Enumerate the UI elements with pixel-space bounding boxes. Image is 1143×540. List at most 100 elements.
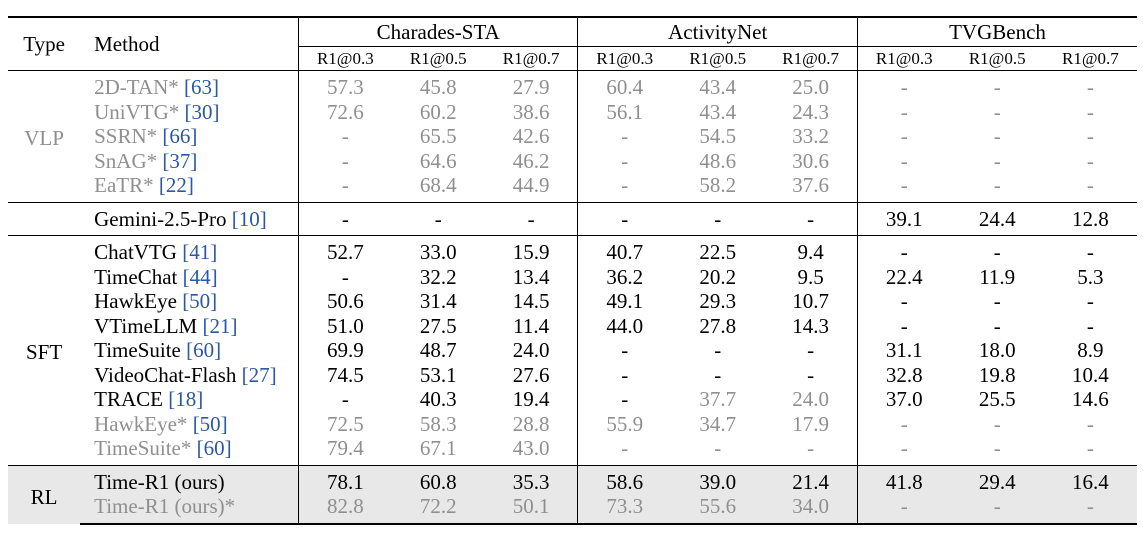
citation-link[interactable]: [22] bbox=[158, 173, 194, 198]
table-row: SSRN* [66] - 65.5 42.6 - 54.5 33.2 - - - bbox=[8, 124, 1137, 149]
section-type-label: SFT bbox=[8, 235, 81, 465]
value-cell: 58.6 bbox=[577, 464, 672, 494]
value-cell: 8.9 bbox=[1077, 338, 1104, 363]
value-cell: - bbox=[621, 387, 629, 412]
citation-link[interactable]: [60] bbox=[196, 436, 232, 461]
method-header: Method bbox=[80, 16, 300, 71]
value-cell: 48.7 bbox=[419, 338, 457, 363]
value-cell: 22.5 bbox=[671, 235, 765, 265]
citation-link[interactable]: [60] bbox=[186, 338, 222, 363]
value-cell: - bbox=[1086, 411, 1094, 436]
value-cell: 27.8 bbox=[699, 313, 737, 338]
value-cell: - bbox=[341, 173, 349, 198]
type-header: Type bbox=[8, 16, 81, 71]
citation-link[interactable]: [30] bbox=[184, 99, 220, 124]
table-row: HawkEye* [50] 72.5 58.3 28.8 55.9 34.7 17.9 - - - bbox=[8, 411, 1137, 436]
value-cell: 42.6 bbox=[484, 124, 579, 149]
value-cell: - bbox=[764, 362, 858, 387]
table-row: VLP 2D-TAN* [63] 57.3 45.8 27.9 60.4 43.4 25.0 -… bbox=[8, 70, 1137, 150]
value-cell: 19.4 bbox=[484, 387, 579, 412]
method-name: EaTR* [22] bbox=[80, 173, 300, 202]
citation-link[interactable]: [37] bbox=[162, 148, 198, 173]
value-cell: 28.8 bbox=[484, 411, 579, 436]
citation-link[interactable]: [27] bbox=[241, 362, 277, 387]
value-cell: 60.4 bbox=[606, 75, 644, 100]
value-cell: - bbox=[900, 148, 908, 173]
value-cell: 9.5 bbox=[764, 264, 858, 289]
value-cell: 44.9 bbox=[484, 173, 579, 202]
citation-link[interactable]: [50] bbox=[182, 289, 218, 314]
value-cell: - bbox=[900, 173, 908, 198]
method-label: Time-R1 (ours) bbox=[94, 469, 225, 494]
metric-header: R1@0.5 bbox=[671, 46, 765, 71]
citation-link[interactable]: [50] bbox=[192, 411, 228, 436]
method-label: Gemini-2.5-Pro bbox=[94, 206, 227, 231]
method-label: TimeChat bbox=[94, 264, 178, 289]
value-cell: - bbox=[993, 313, 1001, 338]
section-type-label bbox=[8, 201, 81, 236]
value-cell: 51.0 bbox=[326, 313, 364, 338]
metric-header: R1@0.7 bbox=[764, 46, 858, 71]
value-cell: 38.6 bbox=[484, 99, 579, 124]
metric-header: R1@0.5 bbox=[950, 46, 1044, 71]
value-cell: 50.6 bbox=[326, 289, 364, 314]
metric-header-row: R1@0.3 R1@0.5 R1@0.7 R1@0.3 R1@0.5 R1@0.7 R1@0… bbox=[8, 46, 1137, 71]
value-cell: 33.2 bbox=[764, 124, 858, 149]
citation-link[interactable]: [10] bbox=[231, 206, 267, 231]
citation-link[interactable]: [41] bbox=[182, 240, 218, 265]
value-cell: - bbox=[621, 362, 629, 387]
value-cell: - bbox=[1086, 313, 1094, 338]
value-cell: 78.1 bbox=[298, 464, 392, 494]
value-cell: - bbox=[950, 235, 1044, 265]
metric-header: R1@0.3 bbox=[857, 46, 951, 71]
value-cell: - bbox=[298, 201, 392, 236]
value-cell: 27.9 bbox=[484, 70, 579, 100]
citation-link[interactable]: [18] bbox=[168, 387, 204, 412]
value-cell: - bbox=[993, 411, 1001, 436]
value-cell: 30.6 bbox=[764, 148, 858, 173]
table-row: EaTR* [22] - 68.4 44.9 - 58.2 37.6 - - - bbox=[8, 173, 1137, 202]
value-cell: - bbox=[1043, 235, 1137, 265]
citation-link[interactable]: [44] bbox=[182, 264, 218, 289]
method-label: HawkEye* bbox=[94, 411, 188, 436]
value-cell: - bbox=[993, 75, 1001, 100]
method-name: TimeSuite* [60] bbox=[80, 436, 300, 465]
table-row: TRACE [18] - 40.3 19.4 - 37.7 24.0 37.0 25.5 14.6 bbox=[8, 387, 1137, 412]
method-name: HawkEye* [50] bbox=[80, 411, 300, 436]
method-name: HawkEye [50] bbox=[80, 289, 300, 314]
value-cell: 60.8 bbox=[391, 464, 485, 494]
value-cell: - bbox=[900, 75, 908, 100]
value-cell: 65.5 bbox=[419, 124, 457, 149]
value-cell: 68.4 bbox=[419, 173, 457, 198]
table-row: TimeSuite* [60] 79.4 67.1 43.0 - - - - - - bbox=[8, 436, 1137, 465]
value-cell: 31.4 bbox=[419, 289, 457, 314]
results-table: Type Method Charades-STA ActivityNet TVG… bbox=[8, 16, 1137, 525]
value-cell: - bbox=[993, 436, 1001, 461]
value-cell: 37.6 bbox=[764, 173, 858, 202]
value-cell: - bbox=[1086, 173, 1094, 198]
value-cell: - bbox=[621, 173, 629, 198]
value-cell: 40.3 bbox=[419, 387, 457, 412]
citation-link[interactable]: [66] bbox=[162, 124, 198, 149]
method-label: 2D-TAN* bbox=[94, 75, 179, 100]
method-name: TimeChat [44] bbox=[80, 264, 300, 289]
value-cell: 24.4 bbox=[950, 201, 1044, 236]
value-cell: 11.9 bbox=[979, 264, 1016, 289]
citation-link[interactable]: [63] bbox=[184, 75, 220, 100]
citation-link[interactable]: [21] bbox=[202, 313, 238, 338]
value-cell: 36.2 bbox=[606, 264, 644, 289]
value-cell: - bbox=[341, 124, 349, 149]
method-name: 2D-TAN* [63] bbox=[80, 70, 300, 100]
value-cell: 24.0 bbox=[484, 338, 579, 363]
value-cell: 27.6 bbox=[484, 362, 579, 387]
value-cell: - bbox=[577, 201, 672, 236]
value-cell: 56.1 bbox=[606, 99, 644, 124]
table-row: Gemini-2.5-Pro [10] - - - - - -39.1 24.4 12.8 bbox=[8, 201, 1137, 236]
table-row: RL Time-R1 (ours) 78.1 60.8 35.3 58.6 39.0 21.4… bbox=[8, 464, 1137, 524]
value-cell: 14.3 bbox=[764, 313, 858, 338]
table-row: UniVTG* [30] 72.6 60.2 38.6 56.1 43.4 24.3 - - - bbox=[8, 99, 1137, 124]
value-cell: - bbox=[714, 362, 722, 387]
metric-header: R1@0.7 bbox=[1043, 46, 1137, 71]
method-name: Time-R1 (ours) bbox=[80, 464, 300, 494]
value-cell: 72.2 bbox=[391, 494, 485, 525]
